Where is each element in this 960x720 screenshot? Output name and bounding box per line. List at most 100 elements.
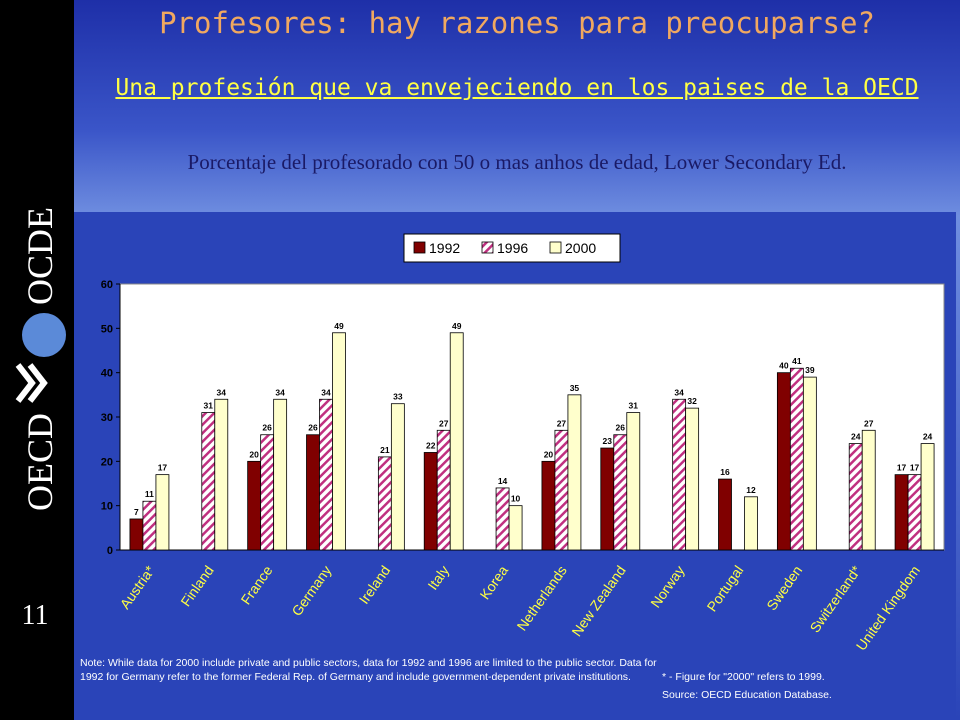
y-tick-label: 30: [101, 412, 113, 424]
bar-2000: [802, 376, 817, 551]
side-bar: OCDE OECD 11: [0, 0, 74, 720]
x-tick-label: France: [237, 562, 275, 607]
data-label: 20: [249, 449, 259, 459]
y-tick-label: 60: [101, 279, 113, 291]
bar-1992: [306, 434, 320, 551]
x-tick-label: Netherlands: [513, 563, 569, 634]
bar-2000: [744, 496, 758, 551]
bar-1996: [319, 398, 333, 551]
bar-1996: [260, 434, 275, 551]
chart-legend: 1992 1996 2000: [403, 233, 621, 263]
x-tick-label: Finland: [177, 563, 216, 610]
bar-1996: [789, 367, 804, 551]
data-label: 7: [134, 507, 139, 517]
chart-panel: 1992 1996 2000 0 10 20 30 40 50 60 7 11 17 31 34 20 26…: [74, 212, 956, 716]
legend-label-2000: 2000: [565, 240, 596, 256]
x-tick-label: Norway: [647, 563, 687, 611]
data-label: 26: [308, 423, 318, 433]
legend-swatch-1996: [481, 241, 494, 254]
data-label: 27: [557, 418, 567, 428]
bar-1996: [672, 398, 687, 551]
data-label: 34: [217, 387, 227, 397]
x-tick-label: Korea: [476, 562, 511, 602]
bars: 7111731342026342634492133222749141020273…: [129, 321, 935, 551]
data-label: 34: [674, 387, 684, 397]
bar-2000: [449, 332, 464, 551]
legend-swatch-1992: [413, 241, 426, 254]
bar-1996: [848, 443, 863, 551]
chart-caption: Porcentaje del profesorado con 50 o mas …: [187, 150, 847, 174]
bar-2000: [214, 398, 229, 551]
bar-2000: [920, 443, 935, 551]
data-label: 17: [158, 463, 168, 473]
data-label: 33: [393, 392, 403, 402]
bar-2000: [273, 398, 288, 551]
data-label: 14: [498, 476, 508, 486]
data-label: 31: [629, 401, 639, 411]
logo-oecd-text: OECD: [20, 413, 60, 511]
bar-1996: [377, 456, 392, 551]
data-label: 26: [616, 423, 626, 433]
data-label: 24: [851, 432, 861, 442]
source-note: Source: OECD Education Database.: [662, 689, 832, 701]
data-label: 12: [746, 485, 756, 495]
data-label: 27: [439, 418, 449, 428]
data-label: 21: [380, 445, 390, 455]
y-tick-label: 0: [107, 545, 113, 557]
x-tick-label: New Zealand: [568, 563, 628, 640]
bar-2000: [390, 403, 405, 551]
x-tick-label: Italy: [424, 563, 452, 593]
data-label: 34: [275, 387, 285, 397]
legend-box: [403, 233, 621, 263]
bar-2000: [626, 412, 641, 551]
bar-1996: [495, 487, 510, 551]
y-tick-label: 20: [101, 456, 113, 468]
data-label: 11: [145, 489, 154, 499]
bar-1992: [247, 460, 262, 551]
logo-chevrons: [15, 363, 48, 403]
legend-label-1992: 1992: [429, 240, 460, 256]
bar-2000: [508, 505, 523, 551]
chart-note: Note: While data for 2000 include privat…: [80, 657, 657, 683]
legend-label-1996: 1996: [497, 240, 528, 256]
x-tick-label: Ireland: [356, 563, 394, 607]
data-label: 32: [687, 396, 697, 406]
footnote-asterisk: * - Figure for "2000" refers to 1999.: [662, 671, 825, 683]
x-tick-label: Portugal: [703, 563, 746, 615]
bar-2000: [861, 429, 876, 551]
y-tick-label: 40: [101, 368, 113, 380]
bar-2000: [685, 407, 700, 551]
logo-circle: [22, 313, 66, 357]
data-label: 24: [923, 432, 933, 442]
x-tick-label: Switzerland*: [806, 562, 864, 635]
bar-2000: [567, 394, 582, 551]
plot-area: [119, 283, 945, 551]
data-label: 49: [452, 321, 462, 331]
bar-1992: [541, 460, 556, 551]
chart-footnotes: * - Figure for "2000" refers to 1999. So…: [662, 668, 952, 704]
bar-1996: [142, 500, 157, 551]
x-tick-label: Sweden: [763, 563, 805, 614]
y-tick-label: 50: [101, 323, 113, 335]
bar-2000: [332, 332, 346, 551]
slide-subtitle: Una profesión que va envejeciendo en los…: [115, 75, 919, 101]
data-label: 49: [334, 321, 344, 331]
data-label: 20: [544, 449, 554, 459]
data-label: 27: [864, 418, 874, 428]
data-label: 17: [910, 463, 920, 473]
data-label: 17: [897, 463, 907, 473]
bar-1992: [129, 518, 144, 551]
bar-2000: [155, 474, 170, 551]
data-label: 31: [204, 401, 214, 411]
data-label: 10: [511, 494, 521, 504]
x-tick-label: Germany: [288, 563, 334, 619]
x-axis-labels: Austria* Finland France Germany Ireland Italy…: [117, 562, 923, 653]
x-tick-label: Austria*: [117, 562, 159, 612]
data-label: 16: [720, 467, 730, 477]
bar-1996: [907, 474, 922, 551]
bar-1996: [201, 412, 216, 551]
slide-number: 11: [21, 600, 49, 631]
bar-1996: [554, 429, 569, 551]
x-tick-label: United Kingdom: [853, 563, 923, 654]
